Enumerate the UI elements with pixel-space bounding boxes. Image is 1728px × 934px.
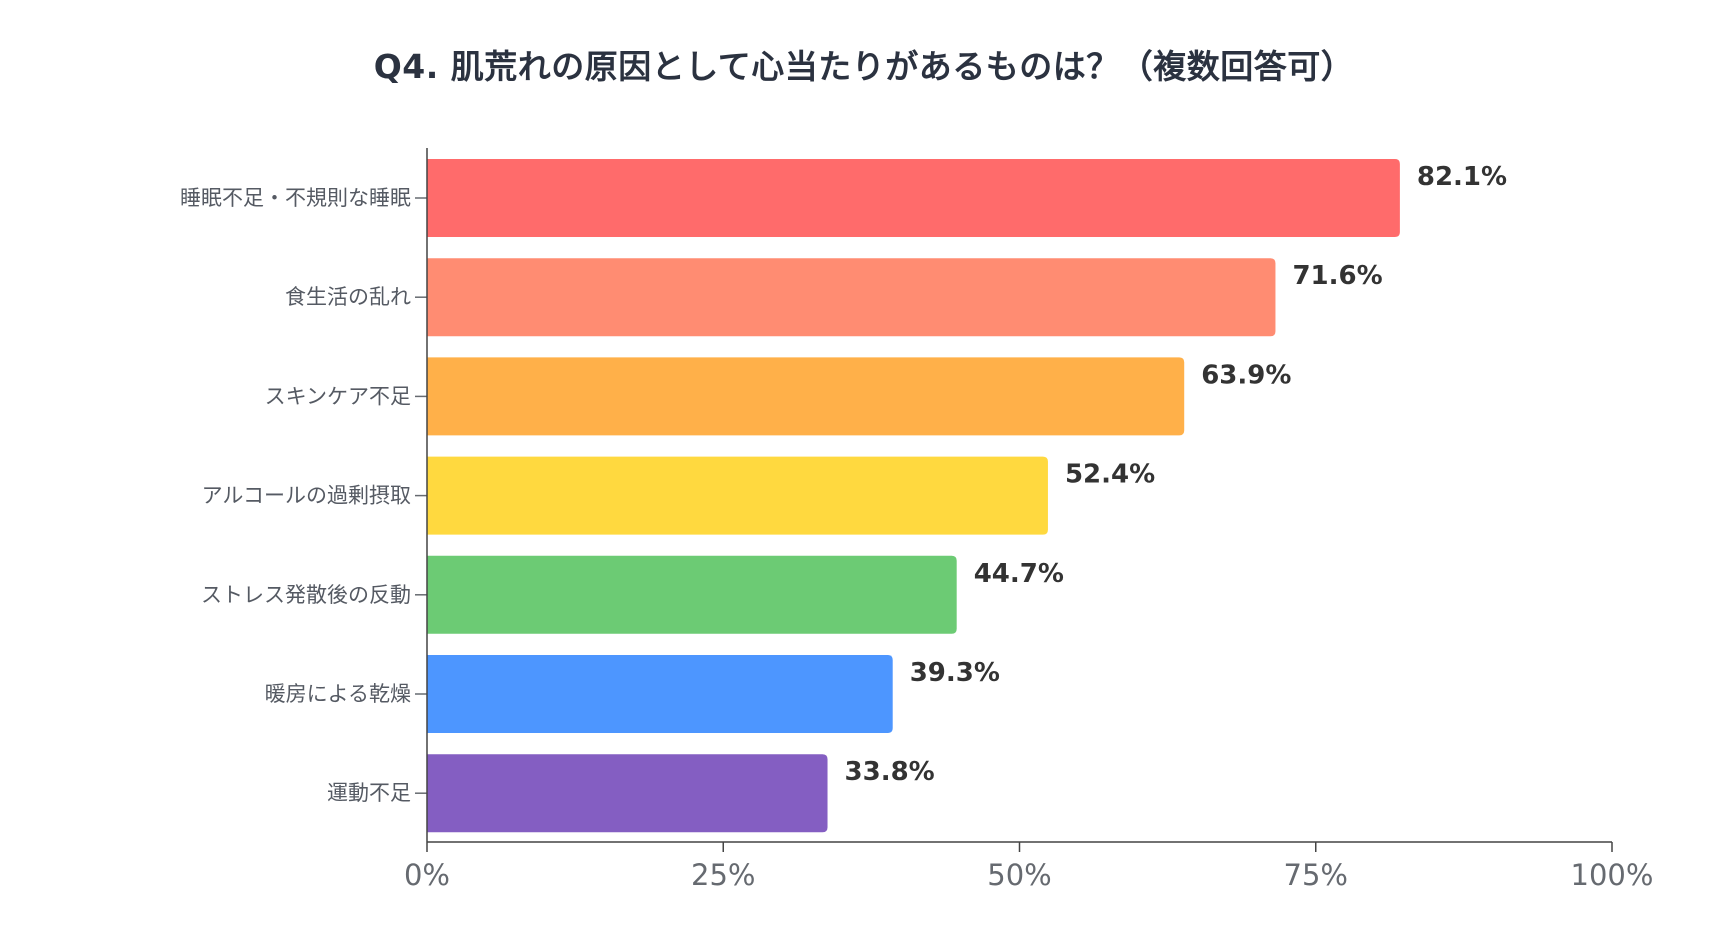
bar-3 [427, 357, 1185, 436]
value-label-4: 52.4% [1065, 460, 1155, 490]
x-tick-label-25: 25% [691, 858, 755, 892]
value-label-7: 33.8% [845, 757, 935, 787]
value-label-3: 63.9% [1201, 360, 1291, 390]
value-label-1: 82.1% [1417, 162, 1507, 192]
value-label-2: 71.6% [1292, 261, 1382, 291]
category-label-3: スキンケア不足 [265, 384, 411, 408]
category-label-4: アルコールの過剰摂取 [202, 484, 411, 508]
category-label-6: 暖房による乾燥 [265, 682, 411, 706]
x-tick-label-50: 50% [987, 858, 1051, 892]
x-tick-label-100: 100% [1571, 858, 1654, 892]
value-label-6: 39.3% [910, 658, 1000, 688]
category-label-2: 食生活の乱れ [285, 285, 411, 309]
bar-4 [427, 456, 1048, 535]
bar-6 [427, 655, 893, 733]
value-label-5: 44.7% [974, 559, 1064, 589]
x-tick-label-75: 75% [1284, 858, 1348, 892]
category-label-1: 睡眠不足・不規則な睡眠 [180, 186, 411, 210]
bar-7 [427, 754, 828, 833]
category-label-7: 運動不足 [327, 781, 411, 805]
bar-5 [427, 555, 957, 634]
x-tick-label-0: 0% [404, 858, 450, 892]
bar-1 [427, 159, 1400, 237]
chart-title: Q4. 肌荒れの原因として心当たりがあるものは？（複数回答可） [373, 47, 1355, 86]
category-label-5: ストレス発散後の反動 [201, 583, 411, 607]
bar-2 [427, 258, 1276, 337]
